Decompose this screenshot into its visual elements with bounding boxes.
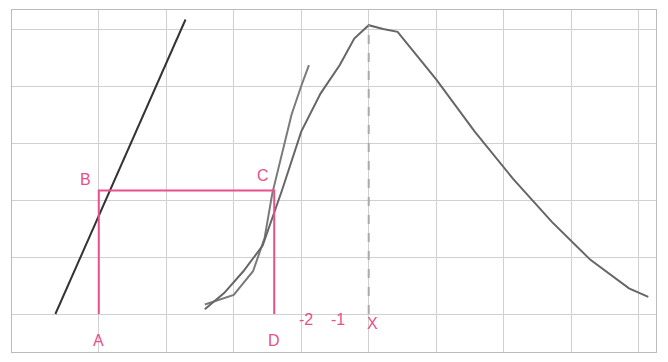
svg-text:A: A — [93, 332, 104, 349]
svg-text:C: C — [257, 167, 269, 184]
svg-text:D: D — [268, 332, 280, 349]
svg-text:-1: -1 — [331, 311, 345, 328]
svg-text:-2: -2 — [299, 311, 313, 328]
svg-text:B: B — [80, 171, 91, 188]
svg-text:X: X — [367, 315, 378, 332]
